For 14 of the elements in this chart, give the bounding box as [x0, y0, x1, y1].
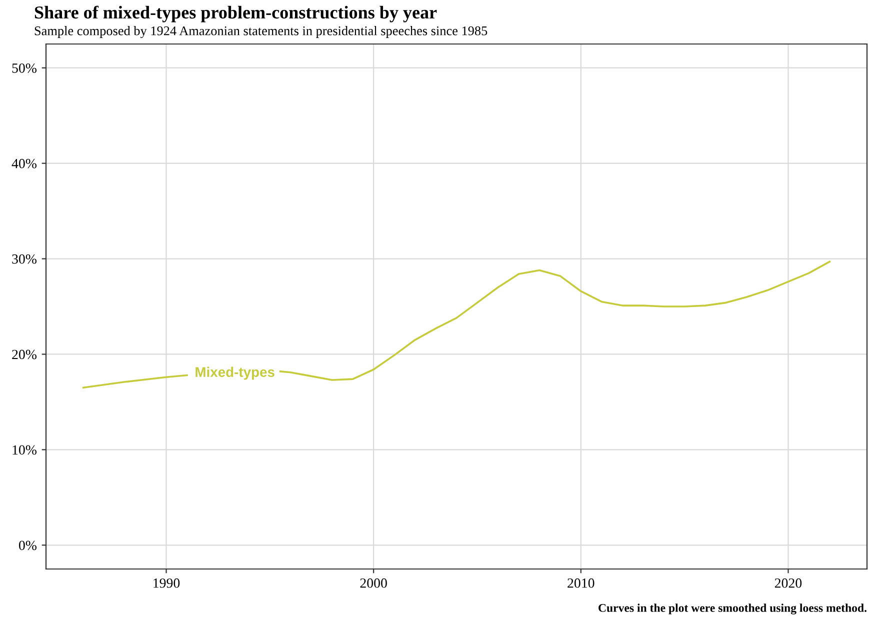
chart-title: Share of mixed-types problem-constructions by year	[34, 6, 437, 22]
y-tick-label: 50%	[12, 63, 36, 73]
x-tick-label: 2020	[774, 578, 802, 588]
x-tick-label: 2010	[568, 578, 594, 588]
y-tick-label: 30%	[12, 254, 36, 264]
x-tick-label: 2000	[360, 578, 387, 588]
y-tick-label: 10%	[12, 445, 36, 455]
y-tick-label: 40%	[12, 158, 36, 168]
x-tick-label: 1990	[154, 578, 180, 588]
y-tick-label: 20%	[12, 350, 36, 360]
y-tick-label: 0%	[18, 540, 36, 550]
text: Curves in the plot were smoothed using loess method.	[598, 604, 866, 614]
series-label: Mixed-types	[196, 366, 274, 380]
chart-subtitle: Sample composed by 1924 Amazonian statements in presidential speeches since 1985	[34, 26, 488, 38]
